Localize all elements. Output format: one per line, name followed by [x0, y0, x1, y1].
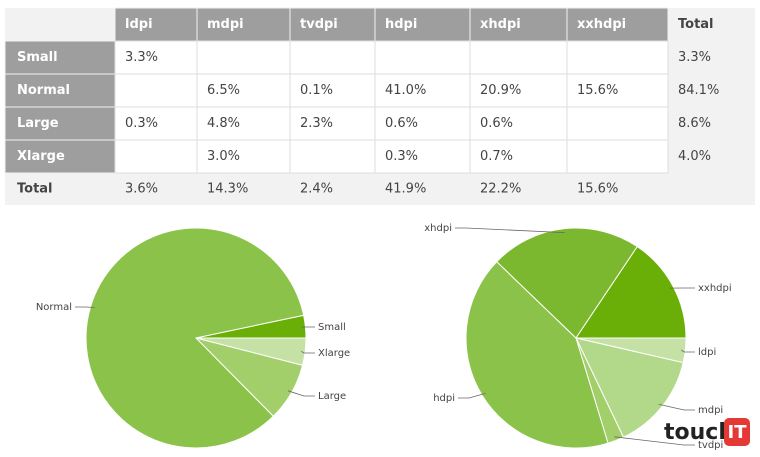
header-cell [566, 7, 669, 42]
cell [114, 73, 198, 108]
leader-line [455, 227, 565, 234]
header-cell [289, 7, 376, 42]
leader-line [614, 436, 695, 446]
pie-slice [465, 260, 609, 449]
column-header: xhdpi [480, 17, 521, 32]
column-header: ldpi [125, 17, 153, 32]
cell-value: 2.3% [300, 116, 333, 131]
cell-value: 0.1% [300, 83, 333, 98]
cell-value: 20.9% [480, 83, 521, 98]
cell-value: 6.5% [207, 83, 240, 98]
cell-value: 0.6% [385, 116, 418, 131]
cell [566, 73, 669, 108]
slice-label: Xlarge [318, 348, 350, 359]
cell [196, 106, 291, 141]
cell [469, 40, 568, 75]
pie-slice [496, 227, 638, 339]
slice-label: xxhdpi [698, 283, 732, 294]
leader-line [681, 349, 695, 353]
leader-line [458, 392, 486, 399]
cell [114, 40, 198, 75]
cell [114, 106, 198, 141]
slice-label: Large [318, 391, 346, 402]
cell [374, 40, 471, 75]
watermark: touch IT [664, 418, 750, 446]
cell-value: 3.0% [207, 149, 240, 164]
watermark-badge: IT [728, 422, 748, 443]
cell-value: 15.6% [577, 182, 618, 197]
cell-value: 2.4% [300, 182, 333, 197]
cell-value: 0.7% [480, 149, 513, 164]
leader-line [287, 390, 315, 397]
row-header: Xlarge [17, 149, 65, 164]
cell-value: 4.8% [207, 116, 240, 131]
slice-label: hdpi [433, 393, 455, 404]
pie-slice [85, 227, 305, 449]
cell-value: 15.6% [577, 83, 618, 98]
slice-label: Small [318, 322, 346, 333]
column-header: Total [678, 17, 714, 32]
cell-value: 0.3% [385, 149, 418, 164]
slice-label: mdpi [698, 405, 723, 416]
column-header: hdpi [385, 17, 417, 32]
cell-value: 3.6% [125, 182, 158, 197]
cell-value: 41.9% [385, 182, 426, 197]
cell-value: 84.1% [678, 83, 719, 98]
column-header: tvdpi [300, 17, 338, 32]
cell [289, 73, 376, 108]
pie-slice [575, 337, 684, 438]
cell-value: 3.3% [678, 50, 711, 65]
cell-value: 14.3% [207, 182, 248, 197]
cell-value: 4.0% [678, 149, 711, 164]
table: ldpi mdpi tvdpi hdpi xhdpi xxhdpi Total Small 3.… [4, 7, 719, 197]
cell [196, 73, 291, 108]
leader-line [300, 350, 315, 354]
row-header: Small [17, 50, 58, 65]
leader-line [658, 403, 695, 411]
header-cell [114, 7, 198, 42]
cell [566, 40, 669, 75]
cell [289, 40, 376, 75]
cell [114, 139, 198, 174]
row-header-cell [4, 106, 116, 141]
column-header: xxhdpi [577, 17, 626, 32]
row-header: Total [17, 182, 53, 197]
cell-value: 0.6% [480, 116, 513, 131]
watermark-text: touch [664, 420, 734, 445]
cell [374, 73, 471, 108]
pie-slice [575, 245, 687, 339]
cell [469, 139, 568, 174]
cell [196, 40, 291, 75]
pie-charts: Xlarge Large Normal Small ldpi mdpi tvdpi hdpi x… [36, 223, 732, 451]
slice-label: xhdpi [424, 223, 452, 234]
cell [289, 106, 376, 141]
slice-label: ldpi [698, 347, 716, 358]
row-header: Normal [17, 83, 70, 98]
cell-value: 22.2% [480, 182, 521, 197]
row-header-cell [4, 139, 116, 174]
cell [196, 139, 291, 174]
watermark-badge-bg [724, 418, 750, 446]
cell [469, 106, 568, 141]
column-header: mdpi [207, 17, 244, 32]
row-header: Large [17, 116, 59, 131]
cell [289, 139, 376, 174]
cell-value: 8.6% [678, 116, 711, 131]
cell [566, 106, 669, 141]
cell-value: 41.0% [385, 83, 426, 98]
slice-label: tvdpi [698, 440, 723, 451]
cell-value: 3.3% [125, 50, 158, 65]
row-header-cell [4, 73, 116, 108]
slice-label: Normal [36, 302, 72, 313]
cell-value: 0.3% [125, 116, 158, 131]
cell [566, 139, 669, 174]
